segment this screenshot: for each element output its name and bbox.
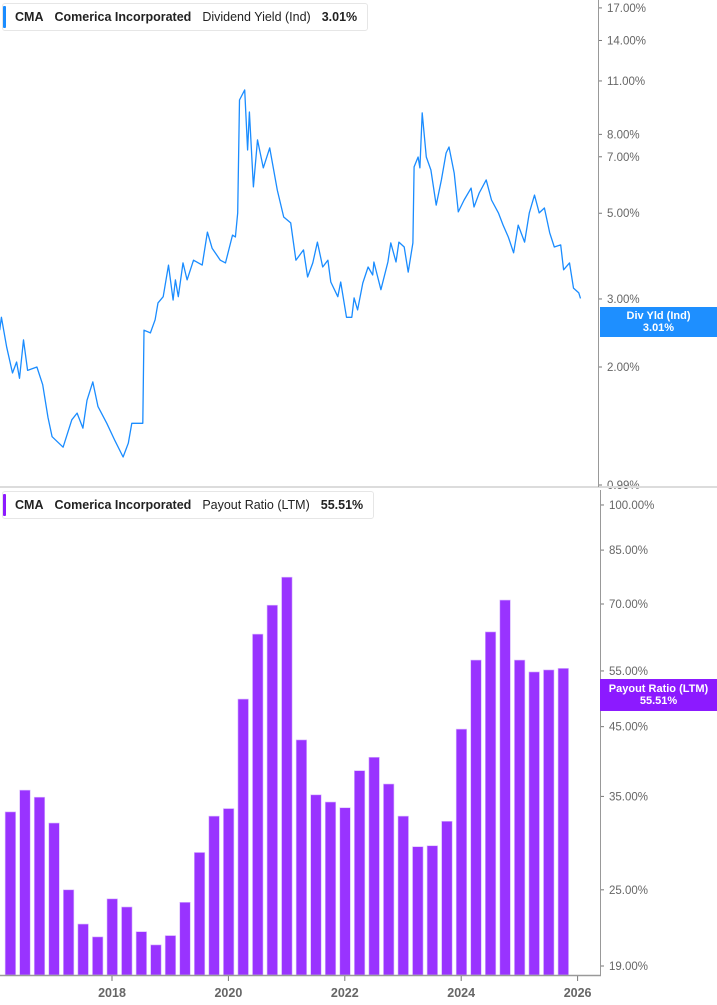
- payout-ratio-bar[interactable]: [19, 789, 31, 976]
- payout-ratio-bar[interactable]: [397, 815, 409, 976]
- payout-ratio-legend[interactable]: CMA Comerica Incorporated Payout Ratio (…: [2, 491, 375, 519]
- y-tick-label: 8.00%: [607, 129, 640, 141]
- payout-ratio-bar[interactable]: [150, 944, 162, 976]
- payout-ratio-bar[interactable]: [4, 811, 16, 976]
- payout-ratio-bar[interactable]: [354, 770, 366, 976]
- dividend-yield-legend[interactable]: CMA Comerica Incorporated Dividend Yield…: [2, 3, 369, 31]
- payout-ratio-bar[interactable]: [106, 898, 118, 976]
- payout-ratio-bar[interactable]: [383, 783, 395, 976]
- dividend-yield-panel: 17.00% 14.00% 11.00% 8.00% 7.00% 5.00% 3.00% 2.…: [0, 3, 646, 492]
- payout-ratio-bar[interactable]: [557, 668, 569, 976]
- payout-ratio-bar[interactable]: [499, 599, 511, 976]
- badge-label: Div Yld (Ind): [626, 310, 691, 322]
- payout-ratio-y-axis: 100.00% 85.00% 70.00% 55.00% 45.00% 35.00% 25.…: [600, 500, 654, 973]
- y-tick-label: 11.00%: [607, 76, 645, 88]
- payout-ratio-bar[interactable]: [194, 852, 206, 976]
- y-tick-label: 25.00%: [609, 885, 648, 897]
- badge-value: 55.51%: [639, 695, 678, 707]
- payout-ratio-bar[interactable]: [92, 936, 104, 976]
- legend-metric: Payout Ratio (LTM): [202, 498, 310, 512]
- payout-ratio-bar[interactable]: [310, 794, 322, 976]
- y-tick-label: 14.00%: [607, 35, 646, 47]
- payout-ratio-bar[interactable]: [121, 906, 133, 976]
- series-color-marker: [3, 6, 6, 28]
- y-tick-label: 19.00%: [609, 961, 648, 973]
- payout-ratio-bar[interactable]: [208, 815, 220, 976]
- x-tick-label: 2018: [98, 986, 126, 1000]
- y-tick-label: 2.00%: [607, 362, 640, 374]
- payout-ratio-bar[interactable]: [470, 659, 482, 976]
- payout-ratio-bar[interactable]: [295, 739, 307, 976]
- y-tick-label: 85.00%: [609, 545, 648, 557]
- y-tick-label: 7.00%: [607, 152, 640, 164]
- x-tick-label: 2026: [564, 986, 592, 1000]
- x-tick-label: 2024: [447, 986, 475, 1000]
- x-axis: 2018 2020 2022 2024 2026: [98, 975, 592, 1000]
- payout-ratio-bar[interactable]: [252, 633, 264, 976]
- payout-ratio-bar[interactable]: [339, 807, 351, 976]
- payout-ratio-bar[interactable]: [426, 845, 438, 976]
- badge-value: 3.01%: [642, 322, 675, 334]
- y-tick-label: 5.00%: [607, 208, 640, 220]
- payout-ratio-bar[interactable]: [514, 659, 526, 976]
- legend-company: Comerica Incorporated: [54, 10, 192, 24]
- payout-ratio-bar[interactable]: [368, 756, 380, 976]
- dividend-yield-y-axis: 17.00% 14.00% 11.00% 8.00% 7.00% 5.00% 3.00% 2.…: [598, 3, 646, 492]
- payout-ratio-last-value-badge: Payout Ratio (LTM) 55.51%: [600, 679, 717, 711]
- payout-ratio-bar[interactable]: [33, 796, 46, 976]
- y-tick-label: 100.00%: [609, 500, 654, 512]
- legend-ticker: CMA: [15, 498, 44, 512]
- y-tick-label: 3.00%: [607, 294, 640, 306]
- payout-ratio-bar[interactable]: [441, 820, 453, 976]
- payout-ratio-bar[interactable]: [412, 846, 424, 976]
- legend-metric: Dividend Yield (Ind): [202, 10, 311, 24]
- payout-ratio-bar[interactable]: [266, 604, 278, 976]
- payout-ratio-bar[interactable]: [63, 889, 75, 976]
- payout-ratio-bar[interactable]: [77, 923, 89, 976]
- payout-ratio-bars: [4, 576, 569, 976]
- x-tick-label: 2020: [214, 986, 242, 1000]
- payout-ratio-bar[interactable]: [223, 808, 235, 976]
- y-tick-label: 17.00%: [607, 3, 646, 15]
- y-tick-label: 70.00%: [609, 599, 648, 611]
- dividend-yield-line: [0, 89, 582, 458]
- dividend-yield-last-value-badge: Div Yld (Ind) 3.01%: [600, 307, 717, 337]
- legend-ticker: CMA: [15, 10, 44, 24]
- payout-ratio-panel: 100.00% 85.00% 70.00% 55.00% 45.00% 35.00% 25.…: [4, 500, 654, 1000]
- payout-ratio-bar[interactable]: [484, 631, 497, 976]
- legend-value: 55.51%: [320, 498, 364, 512]
- payout-ratio-bar[interactable]: [528, 671, 540, 976]
- legend-company: Comerica Incorporated: [54, 498, 192, 512]
- payout-ratio-bar[interactable]: [455, 728, 468, 976]
- payout-ratio-bar[interactable]: [237, 698, 249, 976]
- payout-ratio-bar[interactable]: [324, 801, 337, 976]
- payout-ratio-bar[interactable]: [164, 935, 176, 976]
- payout-ratio-bar[interactable]: [135, 931, 147, 976]
- payout-ratio-bar[interactable]: [543, 669, 555, 976]
- y-tick-label: 55.00%: [609, 666, 648, 678]
- series-color-marker: [3, 494, 6, 516]
- x-tick-label: 2022: [331, 986, 359, 1000]
- payout-ratio-bar[interactable]: [48, 822, 60, 976]
- payout-ratio-bar[interactable]: [179, 902, 191, 976]
- y-tick-label: 35.00%: [609, 791, 648, 803]
- y-tick-label: 45.00%: [609, 722, 648, 734]
- badge-label: Payout Ratio (LTM): [608, 683, 709, 695]
- legend-value: 3.01%: [321, 10, 358, 24]
- payout-ratio-bar[interactable]: [281, 576, 293, 976]
